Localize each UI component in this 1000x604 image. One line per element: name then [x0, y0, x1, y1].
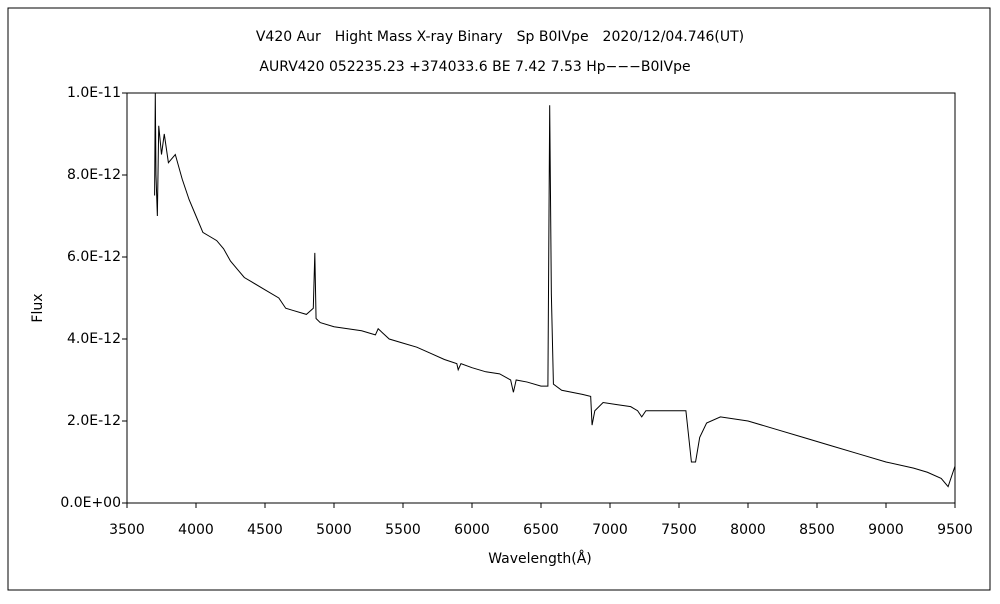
y-tick-label: 4.0E-12 — [67, 331, 121, 347]
y-tick-label: 2.0E-12 — [67, 413, 121, 429]
y-tick-label: 6.0E-12 — [67, 249, 121, 265]
x-tick-label: 6000 — [454, 522, 490, 538]
x-tick-label: 9000 — [868, 522, 904, 538]
x-tick-label: 8000 — [730, 522, 766, 538]
y-tick-label: 0.0E+00 — [60, 495, 121, 511]
x-tick-label: 5500 — [385, 522, 421, 538]
x-tick-label: 5000 — [316, 522, 352, 538]
x-tick-label: 7500 — [661, 522, 697, 538]
chart-subtitle: AURV420 052235.23 +374033.6 BE 7.42 7.53… — [259, 59, 690, 75]
x-tick-label: 8500 — [799, 522, 835, 538]
x-tick-label: 6500 — [523, 522, 559, 538]
chart-title: V420 Aur Hight Mass X-ray Binary Sp B0IV… — [256, 29, 744, 45]
y-axis-label: Flux — [30, 293, 46, 322]
y-tick-label: 1.0E-11 — [67, 85, 121, 101]
x-tick-label: 4500 — [247, 522, 283, 538]
x-tick-label: 9500 — [937, 522, 973, 538]
chart-frame — [7, 7, 991, 591]
x-tick-label: 3500 — [109, 522, 145, 538]
y-tick-label: 8.0E-12 — [67, 167, 121, 183]
x-tick-label: 7000 — [592, 522, 628, 538]
x-tick-label: 4000 — [178, 522, 214, 538]
spectrum-line — [154, 92, 956, 488]
x-axis-label: Wavelength(Å) — [488, 550, 592, 567]
